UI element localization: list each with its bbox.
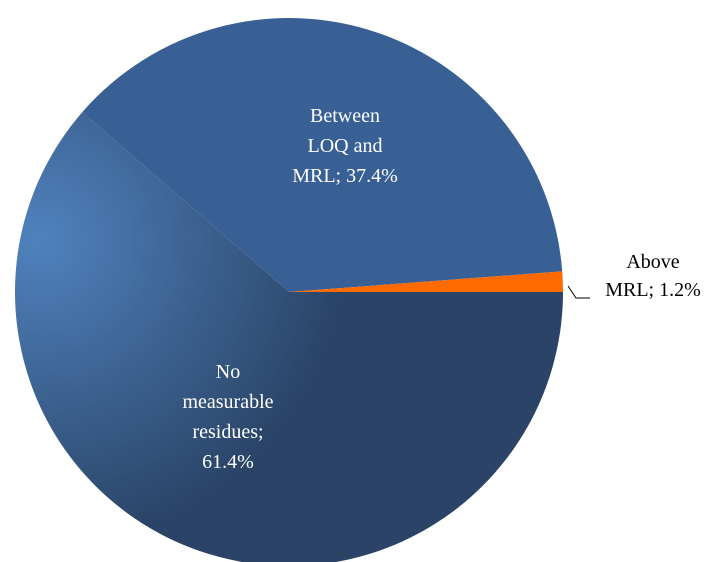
- pie-label-line: LOQ and: [308, 135, 383, 157]
- pie-label-line: Above: [626, 251, 679, 273]
- pie-slice-between-loq-and-mrl: [82, 17, 563, 292]
- pie-label-line: MRL; 1.2%: [605, 279, 701, 301]
- pie-label-above-mrl: Above MRL; 1.2%: [605, 251, 701, 301]
- pie-slice-no-measurable-residues: [15, 112, 563, 562]
- pie-labels: No measurable residues; 61.4% Between LOQ and…: [182, 105, 700, 473]
- pie-label-line: MRL; 37.4%: [292, 165, 398, 187]
- pie-label-line: residues;: [192, 421, 263, 443]
- pie-label-between-loq-and-mrl: Between LOQ and MRL; 37.4%: [292, 105, 398, 187]
- pie-slice-above-mrl: [289, 271, 563, 292]
- pie-label-line: 61.4%: [202, 451, 254, 473]
- pie-label-line: No: [216, 361, 240, 383]
- pie-slices: [15, 17, 563, 562]
- leader-line: [567, 285, 590, 299]
- pie-label-no-measurable-residues: No measurable residues; 61.4%: [182, 361, 273, 473]
- pie-label-line: measurable: [182, 391, 273, 413]
- pie-label-line: Between: [310, 105, 380, 127]
